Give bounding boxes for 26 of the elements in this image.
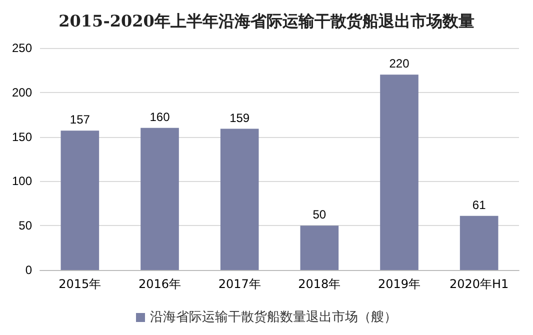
x-tick-label: 2019年	[378, 277, 421, 291]
bar	[380, 74, 418, 270]
chart-title: 2015-2020年上半年沿海省际运输干散货船退出市场数量	[58, 12, 474, 30]
bar	[460, 216, 498, 270]
bar	[300, 226, 339, 270]
x-tick-label: 2016年	[138, 277, 182, 291]
bar	[140, 128, 179, 270]
y-tick-label: 200	[12, 85, 32, 100]
x-tick-label: 2018年	[298, 277, 341, 291]
data-label: 160	[150, 110, 170, 124]
bar	[220, 128, 259, 270]
x-tick-label: 2020年H1	[449, 277, 509, 291]
y-tick-label: 100	[12, 174, 32, 188]
data-label: 220	[389, 56, 410, 71]
data-label: 50	[312, 208, 326, 222]
x-tick-label: 2015年	[58, 277, 102, 291]
x-tick-label: 2017年	[218, 277, 261, 291]
data-label: 61	[472, 198, 486, 212]
legend-label: 沿海省际运输干散货船数量退出市场（艘）	[150, 310, 397, 325]
y-tick-label: 0	[25, 263, 32, 277]
data-label: 159	[230, 110, 250, 125]
data-label: 157	[70, 112, 90, 127]
bar	[60, 130, 100, 270]
y-tick-label: 50	[18, 218, 32, 233]
y-tick-label: 250	[12, 41, 32, 55]
y-tick-label: 150	[12, 130, 32, 144]
